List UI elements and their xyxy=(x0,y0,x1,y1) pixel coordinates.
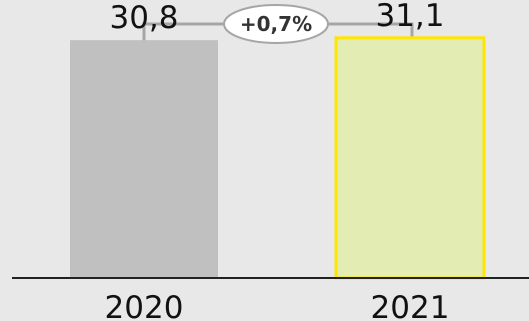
value-label-2021: 31,1 xyxy=(375,0,444,34)
change-bubble xyxy=(223,4,329,44)
category-label-2021: 2021 xyxy=(371,290,450,321)
bar-2021 xyxy=(334,36,486,280)
category-label-2020: 2020 xyxy=(105,290,184,321)
change-percentage-label: +0,7% xyxy=(240,12,312,36)
bar-2020 xyxy=(70,40,218,279)
value-label-2020: 30,8 xyxy=(109,0,178,36)
